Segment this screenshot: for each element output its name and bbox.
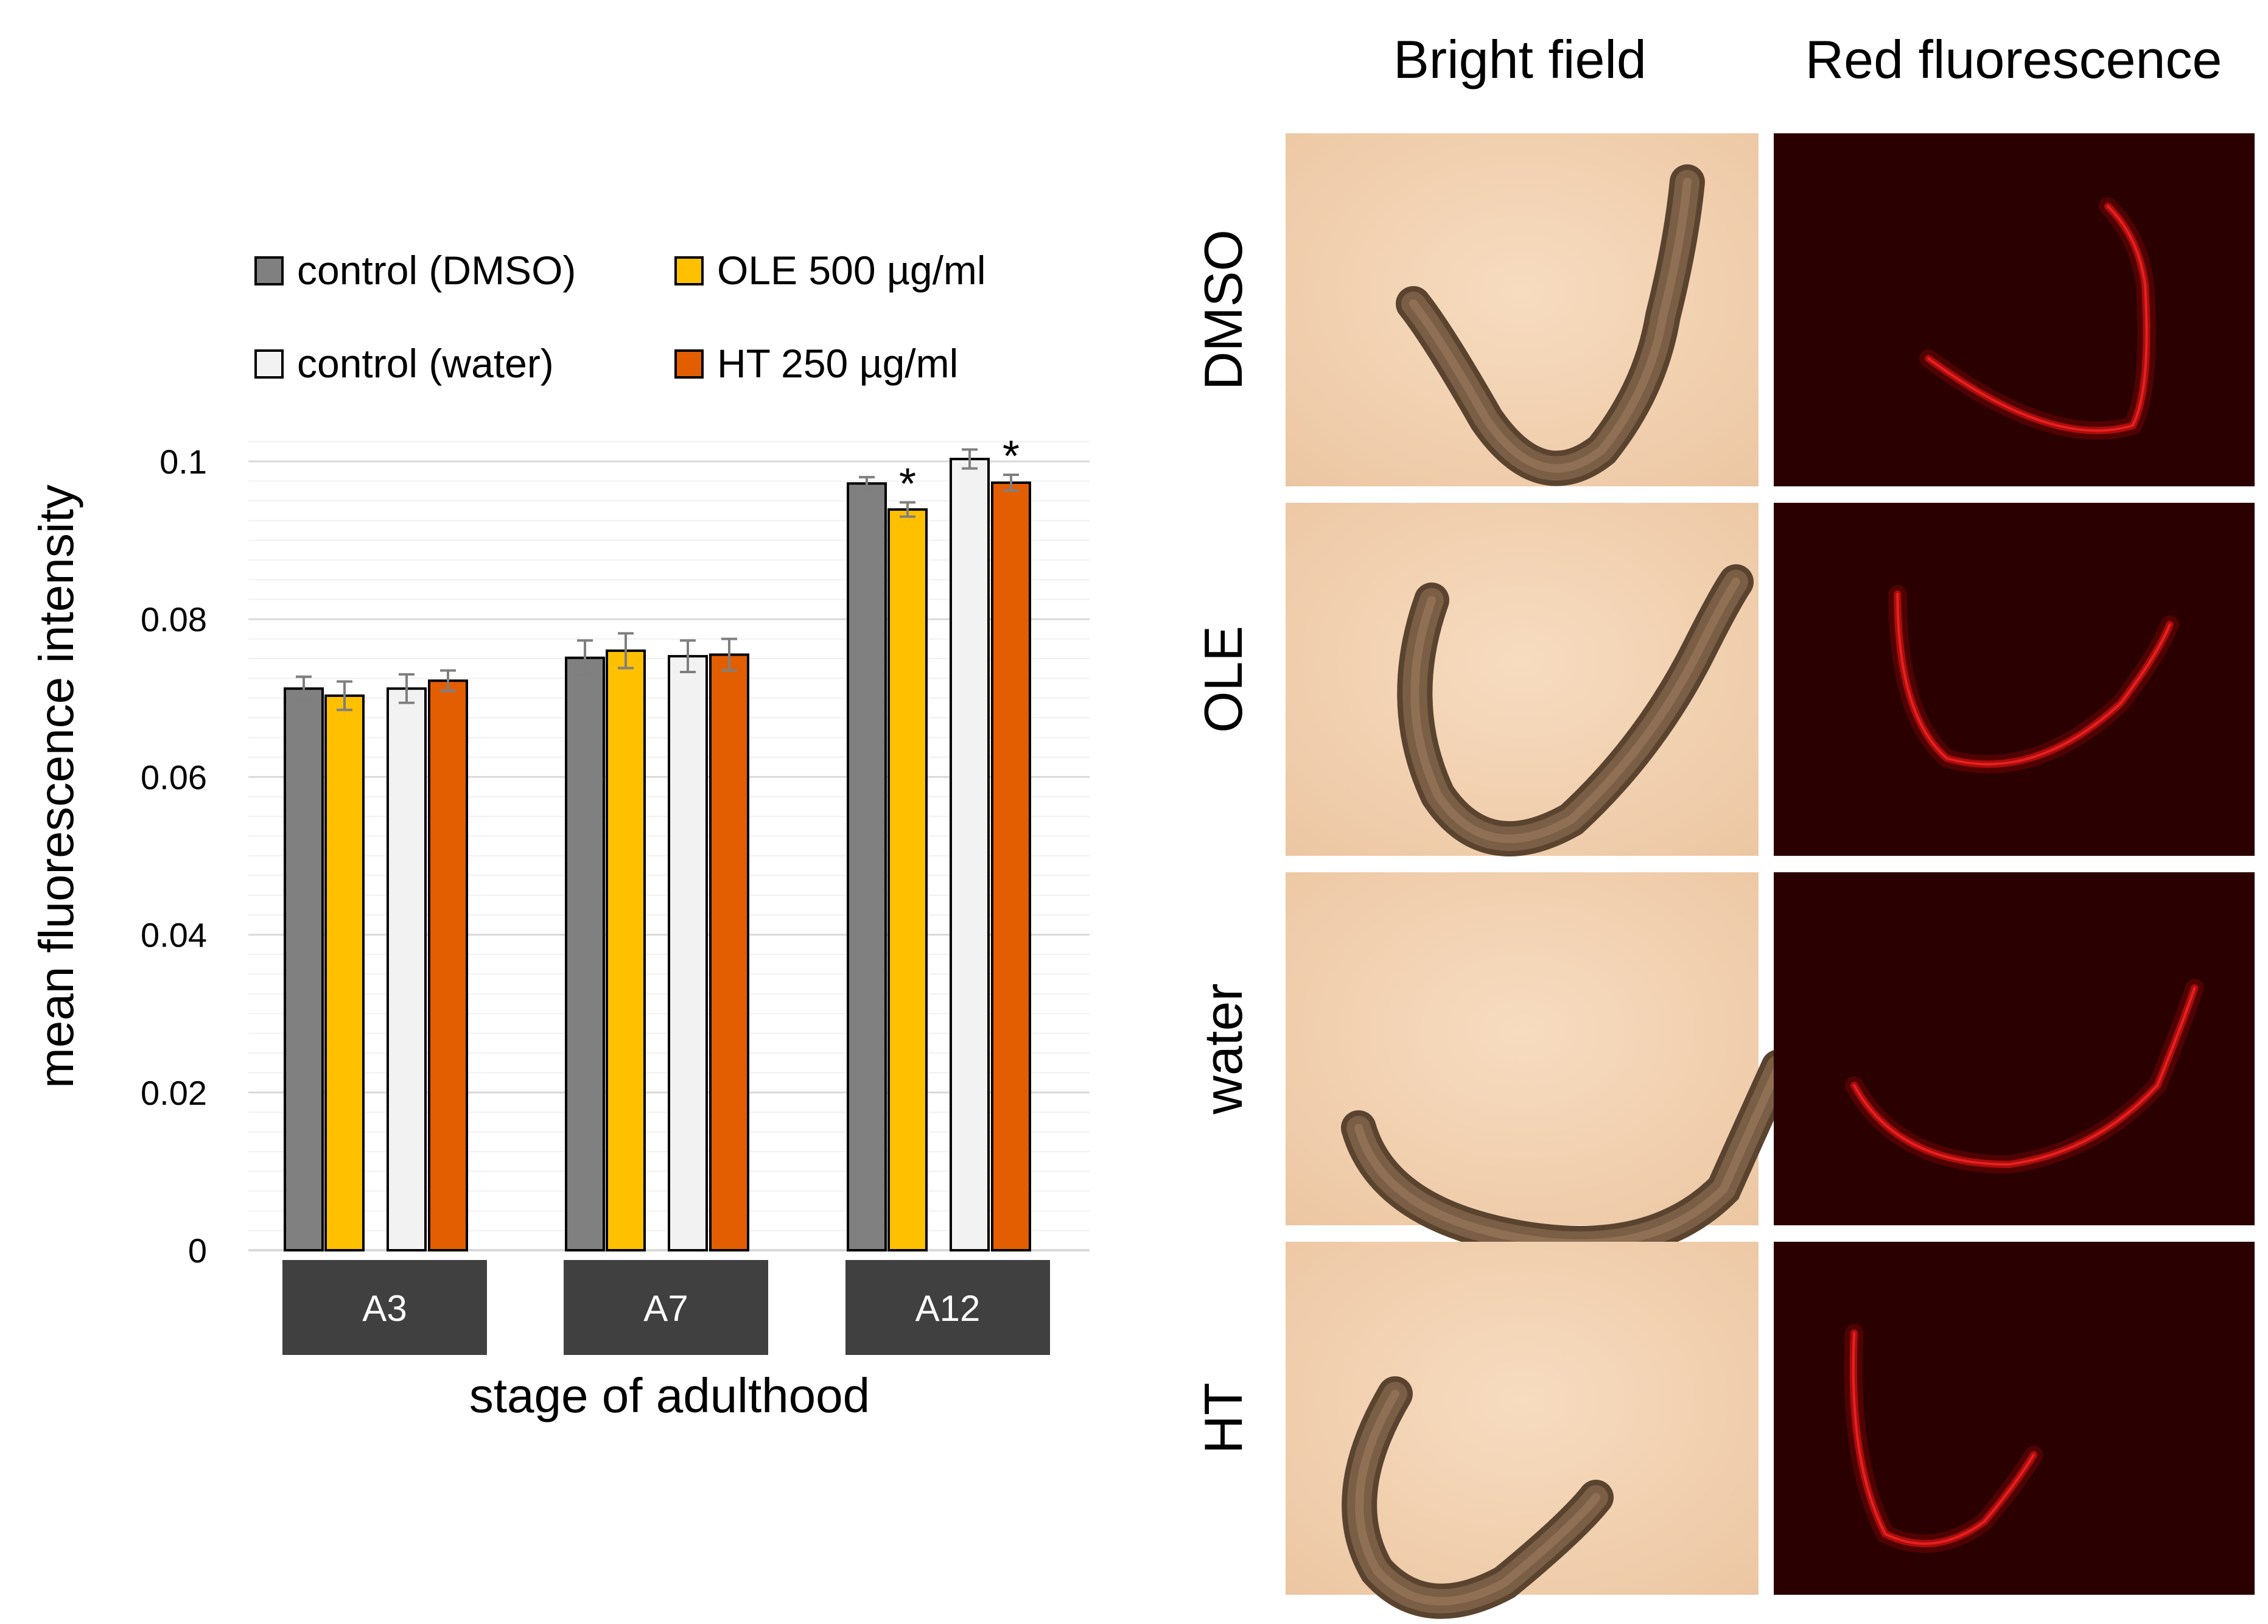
significance-marks: ** [899, 432, 1020, 508]
bar-a3-ht-250-g-ml [428, 679, 468, 1251]
bar-a12-ole-500-g-ml [887, 508, 928, 1251]
red-fluorescence-image-water [1774, 872, 2255, 1225]
category-label-a3: A3 [362, 1288, 407, 1329]
y-tick-label: 0.02 [141, 1074, 207, 1112]
row-label-ht: HT [1193, 1382, 1253, 1454]
bar-a7-control-dmso [565, 656, 605, 1251]
error-bar-a3-control-dmso [296, 675, 312, 702]
category-box-a12 [845, 1260, 1050, 1355]
legend-swatch-control-water [254, 349, 284, 379]
error-bar-a12-ht-250-g-ml [1003, 474, 1019, 492]
y-tick-label: 0.08 [141, 600, 207, 639]
error-bar-a3-control-water [399, 673, 415, 704]
error-bar-a7-control-dmso [577, 639, 593, 677]
error-bar-a7-ht-250-g-ml [721, 637, 737, 672]
micrograph-tiles: DMSO OLE water HT [1193, 133, 2255, 1619]
significance-asterisk: * [1003, 432, 1020, 481]
bar-a3-control-dmso [284, 687, 324, 1252]
category-box-a7 [564, 1260, 768, 1355]
bars [284, 458, 1031, 1252]
bar-a7-ht-250-g-ml [709, 653, 749, 1251]
legend-label-control-dmso: control (DMSO) [297, 248, 576, 293]
y-tick-label: 0.04 [141, 916, 207, 954]
legend-swatch-ht-250-g-ml [674, 349, 704, 379]
bar-a7-ole-500-g-ml [606, 649, 646, 1252]
column-header-red-fluorescence: Red fluorescence [1805, 29, 2222, 89]
y-tick-label: 0.1 [159, 443, 207, 481]
legend-label-ole-500-g-ml: OLE 500 µg/ml [717, 248, 986, 293]
red-fluorescence-image-ht [1774, 1242, 2255, 1595]
row-label-ole: OLE [1193, 626, 1253, 733]
legend: control (DMSO) OLE 500 µg/ml control (wate… [254, 248, 986, 386]
bright-field-image-ole [1286, 503, 1759, 856]
y-axis-ticks: 0 0.02 0.04 0.06 0.08 0.1 [141, 443, 207, 1270]
y-tick-label: 0.06 [141, 758, 207, 796]
category-label-a7: A7 [643, 1288, 688, 1329]
error-bar-a12-ole-500-g-ml [900, 501, 915, 518]
category-label-a12: A12 [915, 1288, 981, 1329]
legend-swatch-control-dmso [254, 256, 284, 285]
error-bar-a12-control-water [962, 448, 978, 470]
legend-swatch-ole-500-g-ml [674, 256, 704, 285]
bright-field-image-water [1286, 872, 1796, 1261]
y-axis-label: mean fluorescence intensity [29, 485, 83, 1088]
bar-chart: 00.020.040.060.080.1 ** A3 A7 A12 mean flu… [29, 248, 1090, 1423]
error-bar-a7-ole-500-g-ml [618, 632, 634, 670]
red-fluorescence-image-ole [1774, 503, 2255, 856]
y-tick-label: 0 [188, 1231, 207, 1270]
significance-asterisk: * [899, 460, 916, 508]
micrograph-panel: Bright field Red fluorescence DMSO OLE wat… [1193, 29, 2255, 1619]
red-fluorescence-image-dmso [1774, 133, 2255, 486]
row-label-water: water [1193, 983, 1253, 1115]
bar-a12-control-dmso [847, 482, 887, 1252]
row-label-dmso: DMSO [1193, 229, 1253, 390]
bright-field-image-dmso [1286, 133, 1759, 486]
bar-a3-control-water [387, 687, 427, 1252]
bar-a12-ht-250-g-ml [991, 481, 1031, 1252]
error-bar-a12-control-dmso [859, 475, 875, 491]
bar-a7-control-water [668, 655, 708, 1252]
legend-label-control-water: control (water) [297, 341, 554, 386]
legend-label-ht-250-g-ml: HT 250 µg/ml [717, 341, 958, 386]
column-header-bright-field: Bright field [1393, 29, 1647, 89]
bar-a12-control-water [950, 458, 990, 1251]
error-bar-a3-ht-250-g-ml [440, 669, 456, 693]
error-bar-a7-control-water [680, 639, 696, 674]
bar-a3-ole-500-g-ml [324, 694, 365, 1251]
error-bars [296, 448, 1019, 712]
bright-field-image-ht [1286, 1242, 1759, 1619]
x-axis-label: stage of adulthood [469, 1368, 870, 1423]
error-bar-a3-ole-500-g-ml [337, 680, 352, 712]
category-box-a3 [282, 1260, 487, 1355]
category-labels: A3 A7 A12 [282, 1260, 1050, 1355]
